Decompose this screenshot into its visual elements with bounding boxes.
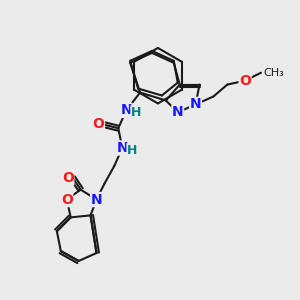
- Text: H: H: [127, 143, 137, 157]
- Text: CH₃: CH₃: [263, 68, 284, 78]
- Text: O: O: [239, 74, 251, 88]
- Text: N: N: [172, 105, 184, 119]
- Text: N: N: [91, 193, 102, 206]
- Text: O: O: [92, 117, 104, 131]
- Text: H: H: [131, 106, 141, 119]
- Text: N: N: [120, 103, 132, 117]
- Text: N: N: [190, 98, 201, 111]
- Text: N: N: [116, 141, 128, 155]
- Text: O: O: [61, 193, 73, 206]
- Text: O: O: [62, 171, 74, 185]
